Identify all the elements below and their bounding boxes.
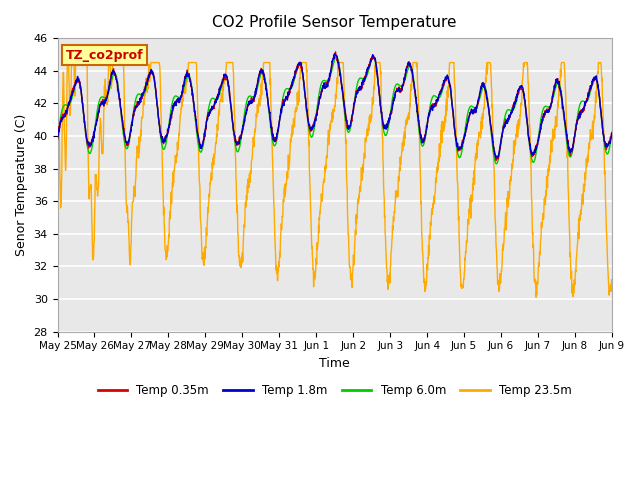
Title: CO2 Profile Sensor Temperature: CO2 Profile Sensor Temperature [212,15,457,30]
Legend: Temp 0.35m, Temp 1.8m, Temp 6.0m, Temp 23.5m: Temp 0.35m, Temp 1.8m, Temp 6.0m, Temp 2… [93,380,577,402]
Y-axis label: Senor Temperature (C): Senor Temperature (C) [15,114,28,256]
Text: TZ_co2prof: TZ_co2prof [66,48,143,61]
X-axis label: Time: Time [319,357,350,370]
